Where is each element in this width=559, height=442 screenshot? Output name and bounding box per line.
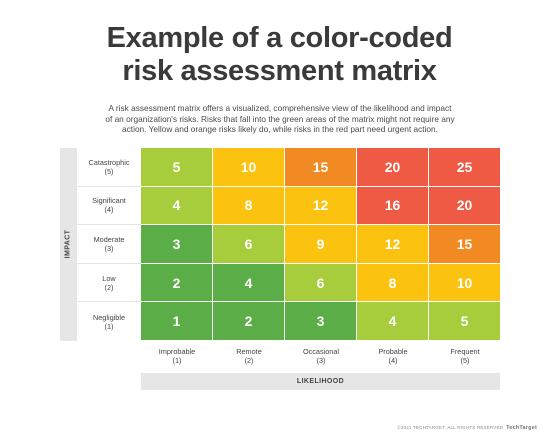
matrix-cell-r2-c5: 20 bbox=[429, 186, 501, 226]
copyright-text: ©2021 TECHTARGET. ALL RIGHTS RESERVED bbox=[397, 425, 504, 430]
matrix-cell-r1-c4: 20 bbox=[357, 148, 429, 187]
impact-level-name: Catastrophic bbox=[88, 157, 130, 167]
matrix-cell-r3-c4: 12 bbox=[357, 225, 429, 264]
footer: ©2021 TECHTARGET. ALL RIGHTS RESERVED Tec… bbox=[397, 425, 537, 431]
likelihood-level-score: (5) bbox=[460, 356, 470, 365]
impact-level-low: Low (2) bbox=[77, 264, 141, 303]
matrix-cell-r4-c4: 8 bbox=[357, 263, 429, 303]
impact-axis-label: IMPACT bbox=[64, 229, 72, 259]
matrix-cell-r2-c3: 12 bbox=[285, 186, 357, 226]
matrix-cell-r4-c3: 6 bbox=[285, 263, 357, 303]
likelihood-axis-bar: LIKELIHOOD bbox=[141, 373, 500, 390]
impact-level-score: (1) bbox=[104, 321, 114, 331]
impact-level-significant: Significant (4) bbox=[77, 187, 141, 226]
likelihood-level-name: Remote bbox=[236, 347, 262, 356]
title-line-2: risk assessment matrix bbox=[122, 55, 437, 87]
title-line-1: Example of a color-coded bbox=[106, 22, 453, 54]
matrix-cell-r1-c5: 25 bbox=[429, 148, 501, 187]
page-title: Example of a color-coded risk assessment… bbox=[0, 22, 559, 88]
matrix-cell-r3-c1: 3 bbox=[141, 225, 213, 264]
likelihood-level-name: Probable bbox=[378, 347, 408, 356]
impact-level-score: (5) bbox=[104, 166, 114, 176]
likelihood-level-name: Frequent bbox=[450, 347, 480, 356]
matrix-cell-r2-c4: 16 bbox=[357, 186, 429, 226]
impact-level-negligible: Negligible (1) bbox=[77, 302, 141, 341]
matrix-cell-r4-c5: 10 bbox=[429, 263, 501, 303]
matrix-cell-r1-c1: 5 bbox=[141, 148, 213, 187]
impact-level-catastrophic: Catastrophic (5) bbox=[77, 148, 141, 187]
impact-level-moderate: Moderate (3) bbox=[77, 225, 141, 264]
brand-logo: TechTarget bbox=[506, 425, 537, 431]
matrix-cell-r1-c3: 15 bbox=[285, 148, 357, 187]
likelihood-level-score: (4) bbox=[388, 356, 398, 365]
likelihood-level-name: Occasional bbox=[302, 347, 340, 356]
likelihood-axis-label: LIKELIHOOD bbox=[296, 378, 345, 385]
impact-axis-bar bbox=[60, 148, 77, 341]
matrix-cell-r5-c2: 2 bbox=[213, 302, 285, 341]
impact-level-name: Significant bbox=[92, 196, 126, 206]
matrix-cell-r3-c5: 15 bbox=[429, 225, 501, 264]
impact-level-score: (3) bbox=[104, 243, 114, 253]
matrix-cell-r5-c4: 4 bbox=[357, 302, 429, 341]
likelihood-level-improbable: Improbable (1) bbox=[141, 347, 213, 365]
matrix-cell-r3-c2: 6 bbox=[213, 225, 285, 264]
likelihood-level-score: (2) bbox=[244, 356, 254, 365]
matrix-cell-r2-c2: 8 bbox=[213, 186, 285, 226]
likelihood-level-frequent: Frequent (5) bbox=[429, 347, 501, 365]
matrix-cell-r2-c1: 4 bbox=[141, 186, 213, 226]
likelihood-level-score: (3) bbox=[316, 356, 326, 365]
impact-level-name: Moderate bbox=[93, 234, 125, 244]
likelihood-level-score: (1) bbox=[172, 356, 182, 365]
impact-level-name: Low bbox=[102, 273, 116, 283]
matrix-cell-r5-c1: 1 bbox=[141, 302, 213, 341]
matrix-cell-r5-c3: 3 bbox=[285, 302, 357, 341]
matrix-cell-r5-c5: 5 bbox=[429, 302, 501, 341]
description: A risk assessment matrix offers a visual… bbox=[105, 103, 455, 134]
matrix-cell-r4-c1: 2 bbox=[141, 263, 213, 303]
likelihood-level-name: Improbable bbox=[158, 347, 196, 356]
impact-level-score: (2) bbox=[104, 282, 114, 292]
impact-level-score: (4) bbox=[104, 205, 114, 215]
matrix-cell-r1-c2: 10 bbox=[213, 148, 285, 187]
impact-level-name: Negligible bbox=[92, 312, 126, 322]
likelihood-level-remote: Remote (2) bbox=[213, 347, 285, 365]
matrix-cell-r3-c3: 9 bbox=[285, 225, 357, 264]
matrix-cell-r4-c2: 4 bbox=[213, 263, 285, 303]
likelihood-level-occasional: Occasional (3) bbox=[285, 347, 357, 365]
likelihood-level-probable: Probable (4) bbox=[357, 347, 429, 365]
